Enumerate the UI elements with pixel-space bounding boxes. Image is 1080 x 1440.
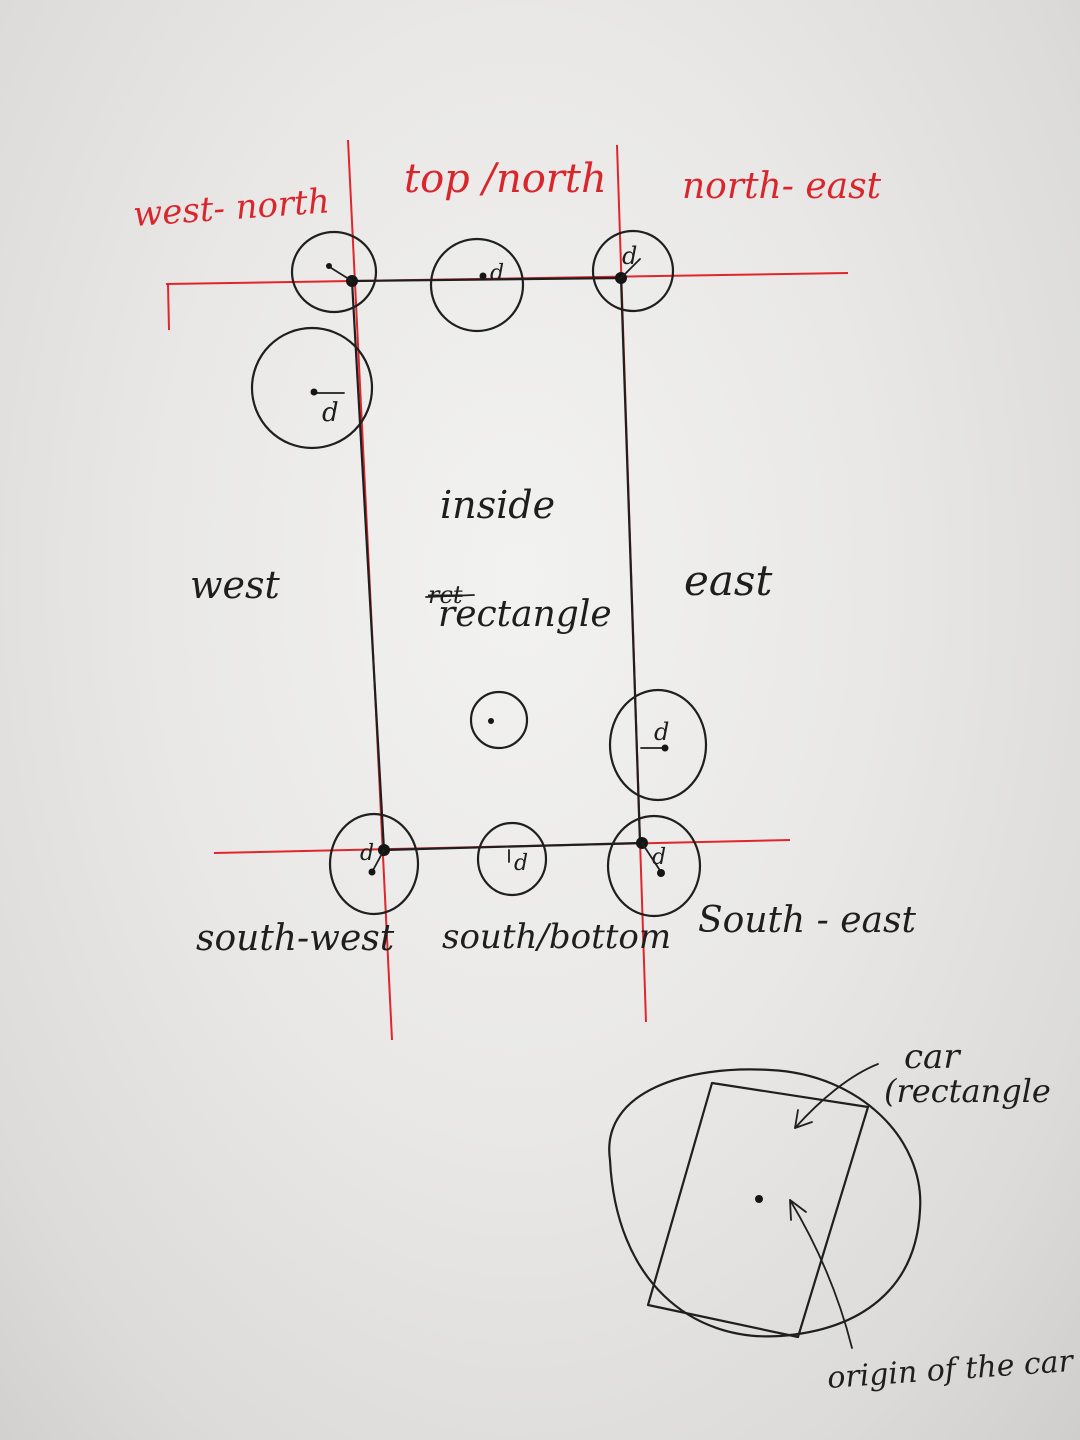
radius-stroke-north-east (620, 258, 641, 279)
center-dot-south-west (368, 868, 376, 876)
circle-south-east (606, 814, 702, 918)
car-diagram: car (rectangle origin of the car (608, 1037, 1076, 1396)
origin-label-arrowhead (789, 1199, 807, 1221)
radius-label-south-bottom: d (514, 851, 528, 876)
label-inside: inside (440, 483, 555, 527)
radius-stroke-south-east (641, 842, 662, 873)
origin-of-car-label: origin of the car (826, 1344, 1076, 1396)
car-rectangle-label: (rectangle (884, 1072, 1051, 1110)
circle-west (250, 326, 374, 450)
car-origin-dot (755, 1195, 763, 1203)
radius-labels: d d d d d d d (322, 242, 669, 876)
label-top-north: top /north (404, 156, 607, 202)
car-label-arrow (794, 1063, 879, 1129)
radius-circles (250, 229, 708, 918)
circle-east (608, 688, 708, 802)
radius-label-east: d (654, 718, 669, 746)
label-south-bottom: south/bottom (442, 917, 671, 957)
radius-label-west: d (322, 398, 339, 428)
center-dot-west-north (326, 263, 332, 269)
car-label: car (904, 1037, 961, 1077)
circle-west-north (290, 230, 378, 314)
label-west-north: west- north (132, 181, 331, 235)
radius-stroke-west-north (327, 265, 353, 282)
label-south-west: south-west (196, 918, 395, 959)
red-tick-top-left (167, 283, 170, 331)
circle-south-west (328, 812, 420, 916)
label-south-east: South - east (698, 900, 916, 941)
center-dot-south-east (657, 869, 665, 877)
circle-centers (310, 258, 669, 877)
strike-through-line (425, 594, 475, 598)
radius-stroke-south-west (371, 849, 385, 873)
circle-south-bottom (476, 821, 548, 897)
car-label-arrowhead (794, 1109, 813, 1129)
label-rectangle: rectangle (438, 594, 612, 635)
main-rectangle (350, 276, 642, 852)
circle-top-north (429, 237, 525, 333)
radius-label-north-east: d (622, 242, 637, 270)
radius-label-top-north: d (490, 261, 504, 286)
radius-label-south-east: d (652, 845, 666, 870)
center-dot-inside (488, 718, 494, 724)
origin-label-arrow (789, 1199, 853, 1349)
circle-inside (469, 690, 529, 750)
car-rectangle (646, 1081, 870, 1339)
label-north-east: north- east (682, 166, 882, 207)
label-west: west (190, 563, 281, 607)
label-east: east (684, 556, 772, 605)
center-dot-east (661, 744, 669, 752)
circle-north-east (591, 229, 675, 313)
car-bounding-circle (608, 1068, 922, 1338)
center-dot-west (310, 388, 318, 396)
radius-label-south-west: d (360, 841, 374, 866)
center-dot-top-north (479, 272, 487, 280)
